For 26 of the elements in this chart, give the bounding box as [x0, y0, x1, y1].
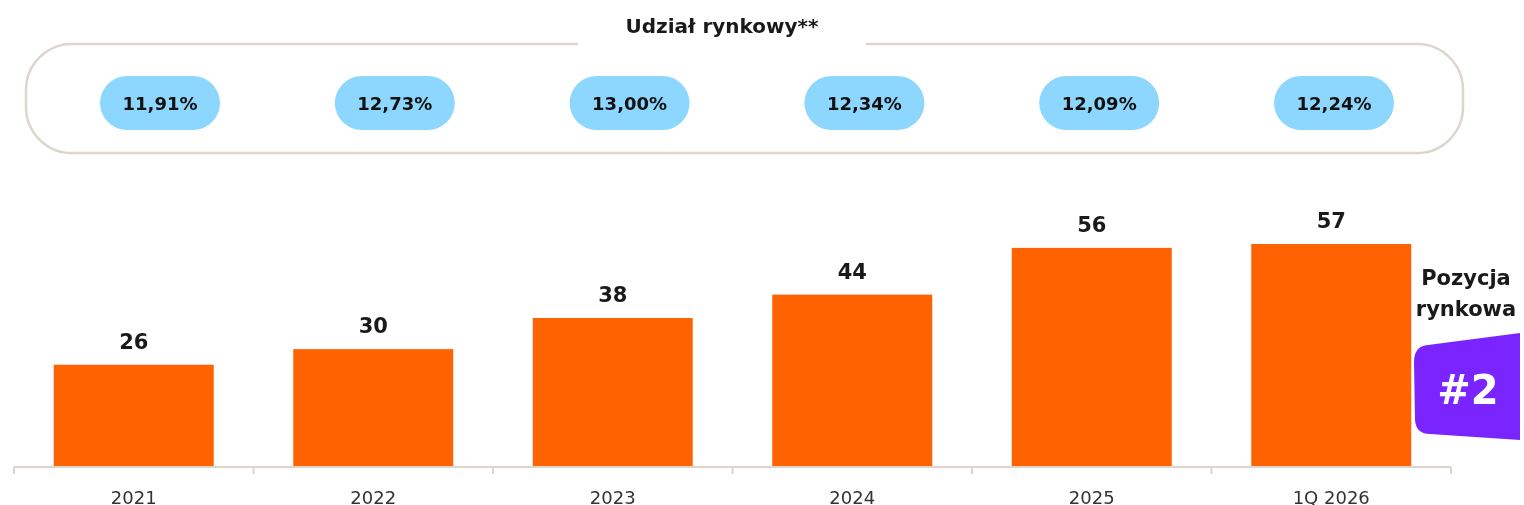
- bar: [53, 364, 214, 466]
- x-tick-label: 2024: [829, 487, 876, 505]
- chart-title: Udział rynkowy**: [625, 14, 820, 38]
- text: 12,34%: [826, 92, 902, 114]
- bar: [532, 318, 693, 466]
- data-label: 38: [598, 283, 628, 307]
- text: 11,91%: [122, 92, 198, 114]
- text: 12,09%: [1061, 92, 1137, 114]
- bar: [1011, 247, 1172, 466]
- bar: [293, 349, 454, 466]
- data-label: 57: [1316, 209, 1346, 233]
- annotation: Pozycja rynkowa: [1415, 266, 1517, 321]
- x-tick-label: 2022: [350, 487, 397, 505]
- data-label: 30: [358, 314, 388, 339]
- data-label: 26: [119, 329, 149, 354]
- annotation: #2: [1437, 367, 1499, 413]
- x-tick-label: 2021: [110, 487, 157, 505]
- bar: [1251, 244, 1412, 466]
- text: 12,24%: [1296, 92, 1372, 114]
- text: 12,73%: [357, 92, 433, 114]
- text: 13,00%: [592, 92, 668, 114]
- x-tick-label: 2023: [589, 487, 636, 505]
- data-label: 44: [837, 259, 867, 284]
- bar: [772, 294, 933, 466]
- x-tick-label: 2025: [1068, 487, 1115, 505]
- data-label: 56: [1077, 212, 1107, 237]
